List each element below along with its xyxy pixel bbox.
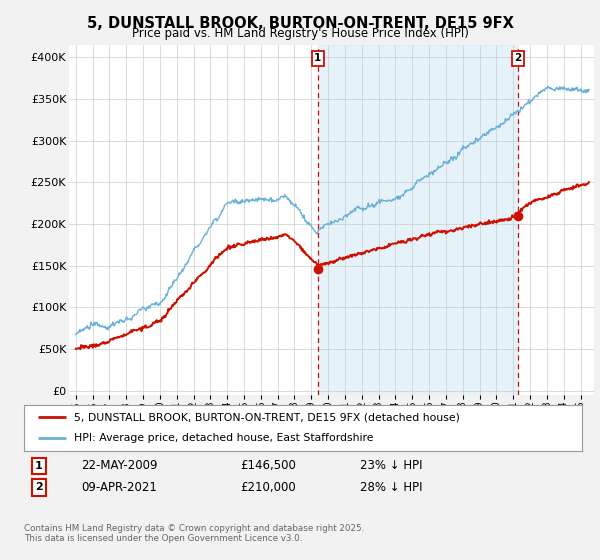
Bar [318, 45, 518, 395]
Text: 2: 2 [35, 482, 43, 492]
Text: 1: 1 [35, 461, 43, 471]
Text: Price paid vs. HM Land Registry's House Price Index (HPI): Price paid vs. HM Land Registry's House … [131, 27, 469, 40]
Text: £146,500: £146,500 [240, 459, 296, 473]
Text: 28% ↓ HPI: 28% ↓ HPI [360, 480, 422, 494]
Text: 1: 1 [314, 53, 322, 63]
Text: £210,000: £210,000 [240, 480, 296, 494]
Text: 09-APR-2021: 09-APR-2021 [81, 480, 157, 494]
Text: 22-MAY-2009: 22-MAY-2009 [81, 459, 157, 473]
Text: Contains HM Land Registry data © Crown copyright and database right 2025.
This d: Contains HM Land Registry data © Crown c… [24, 524, 364, 543]
Text: 5, DUNSTALL BROOK, BURTON-ON-TRENT, DE15 9FX: 5, DUNSTALL BROOK, BURTON-ON-TRENT, DE15… [86, 16, 514, 31]
Text: HPI: Average price, detached house, East Staffordshire: HPI: Average price, detached house, East… [74, 433, 374, 444]
Text: 23% ↓ HPI: 23% ↓ HPI [360, 459, 422, 473]
Text: 2: 2 [514, 53, 521, 63]
Text: 5, DUNSTALL BROOK, BURTON-ON-TRENT, DE15 9FX (detached house): 5, DUNSTALL BROOK, BURTON-ON-TRENT, DE15… [74, 412, 460, 422]
